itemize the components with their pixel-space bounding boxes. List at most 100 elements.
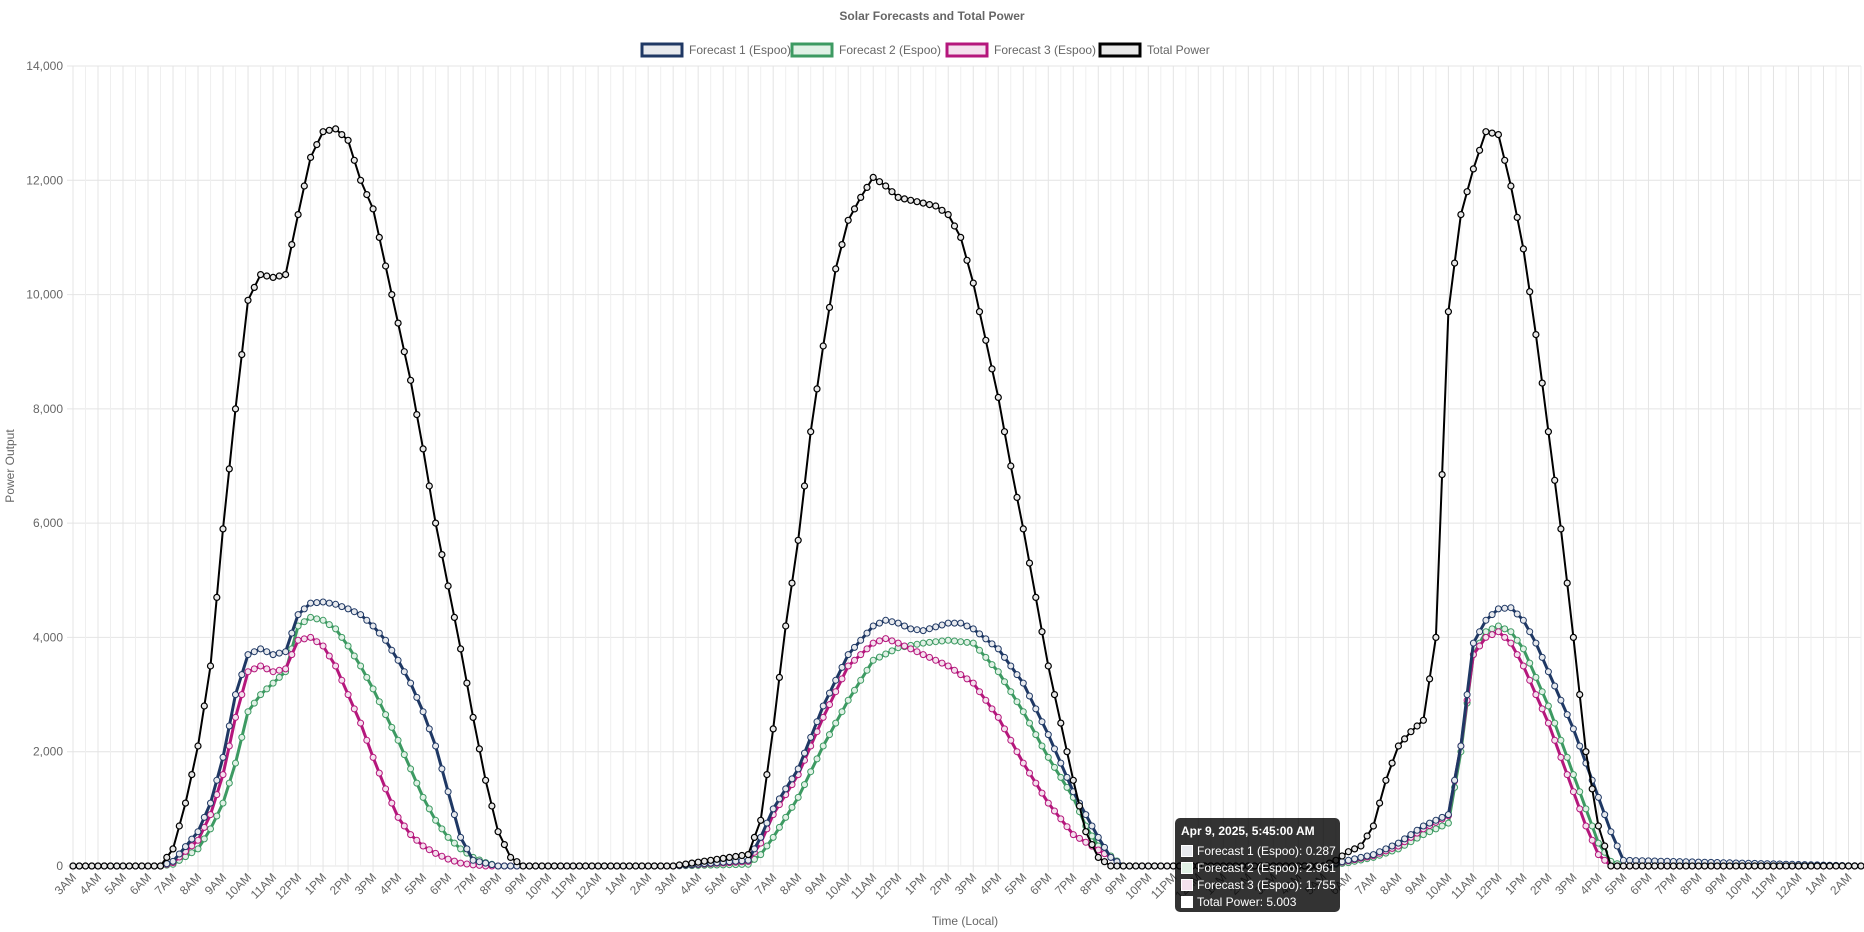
- data-point[interactable]: [1107, 862, 1115, 870]
- data-point[interactable]: [894, 193, 902, 201]
- data-point[interactable]: [982, 336, 990, 344]
- data-point[interactable]: [1044, 753, 1052, 761]
- data-point[interactable]: [1601, 842, 1609, 850]
- data-point[interactable]: [1488, 129, 1496, 137]
- data-point[interactable]: [1444, 308, 1453, 316]
- data-point[interactable]: [182, 843, 189, 851]
- data-point[interactable]: [1807, 862, 1815, 870]
- data-point[interactable]: [357, 662, 365, 670]
- data-point[interactable]: [1007, 662, 1015, 670]
- data-point[interactable]: [1419, 831, 1427, 839]
- data-point[interactable]: [350, 652, 358, 660]
- data-point[interactable]: [1738, 862, 1746, 870]
- data-point[interactable]: [363, 616, 371, 624]
- data-point[interactable]: [482, 859, 490, 867]
- data-point[interactable]: [1094, 833, 1102, 841]
- data-point[interactable]: [388, 646, 396, 654]
- data-point[interactable]: [1388, 842, 1396, 850]
- data-point[interactable]: [413, 693, 421, 701]
- data-point[interactable]: [738, 851, 746, 860]
- data-point[interactable]: [1432, 825, 1440, 833]
- data-point[interactable]: [888, 188, 896, 196]
- data-point[interactable]: [344, 691, 352, 699]
- data-point[interactable]: [707, 856, 715, 864]
- data-point[interactable]: [1569, 788, 1577, 796]
- data-point[interactable]: [851, 686, 858, 694]
- data-point[interactable]: [1069, 776, 1077, 784]
- data-point[interactable]: [457, 859, 465, 867]
- data-point[interactable]: [94, 862, 102, 870]
- data-point[interactable]: [1744, 862, 1753, 870]
- data-point[interactable]: [932, 202, 940, 210]
- data-point[interactable]: [1532, 639, 1540, 647]
- data-point[interactable]: [1494, 628, 1502, 636]
- data-point[interactable]: [88, 862, 96, 870]
- data-point[interactable]: [1394, 742, 1403, 750]
- data-point[interactable]: [1463, 188, 1471, 196]
- data-point[interactable]: [238, 691, 246, 699]
- data-point[interactable]: [938, 206, 946, 214]
- data-point[interactable]: [1613, 862, 1621, 870]
- data-point[interactable]: [1457, 742, 1465, 750]
- data-point[interactable]: [244, 296, 252, 304]
- data-point[interactable]: [876, 619, 883, 627]
- data-point[interactable]: [200, 702, 208, 710]
- data-point[interactable]: [801, 749, 808, 757]
- data-point[interactable]: [1763, 862, 1771, 870]
- data-point[interactable]: [238, 671, 246, 679]
- data-point[interactable]: [450, 857, 458, 865]
- data-point[interactable]: [675, 861, 684, 869]
- data-point[interactable]: [1594, 851, 1602, 859]
- data-point[interactable]: [1407, 728, 1415, 736]
- data-point[interactable]: [175, 850, 183, 858]
- data-point[interactable]: [938, 621, 946, 629]
- data-point[interactable]: [1001, 653, 1008, 661]
- data-point[interactable]: [1338, 858, 1346, 866]
- data-point[interactable]: [413, 411, 421, 419]
- data-point[interactable]: [1057, 719, 1065, 727]
- data-point[interactable]: [607, 862, 615, 870]
- data-point[interactable]: [1063, 823, 1071, 831]
- data-point[interactable]: [1601, 811, 1609, 819]
- data-point[interactable]: [144, 862, 152, 870]
- data-point[interactable]: [119, 862, 127, 870]
- data-point[interactable]: [275, 666, 283, 674]
- data-point[interactable]: [1088, 822, 1096, 830]
- data-point[interactable]: [1851, 862, 1859, 870]
- data-point[interactable]: [263, 648, 271, 656]
- data-point[interactable]: [1569, 771, 1577, 779]
- data-point[interactable]: [1132, 862, 1140, 870]
- legend-item[interactable]: Forecast 1 (Espoo): [640, 42, 791, 58]
- data-point[interactable]: [257, 271, 265, 279]
- data-point[interactable]: [375, 769, 383, 777]
- data-point[interactable]: [938, 659, 946, 667]
- data-point[interactable]: [369, 205, 377, 213]
- data-point[interactable]: [75, 862, 83, 870]
- data-point[interactable]: [488, 802, 496, 810]
- data-point[interactable]: [969, 625, 977, 633]
- data-point[interactable]: [1057, 773, 1065, 781]
- data-point[interactable]: [457, 833, 465, 841]
- data-point[interactable]: [275, 673, 283, 681]
- data-point[interactable]: [594, 862, 602, 870]
- data-point[interactable]: [113, 862, 121, 870]
- data-point[interactable]: [882, 635, 890, 643]
- data-point[interactable]: [238, 733, 246, 741]
- data-point[interactable]: [1419, 716, 1428, 724]
- data-point[interactable]: [156, 862, 165, 870]
- data-point[interactable]: [919, 627, 927, 635]
- data-point[interactable]: [982, 635, 990, 643]
- data-point[interactable]: [944, 636, 952, 644]
- data-point[interactable]: [838, 708, 846, 716]
- data-point[interactable]: [1513, 636, 1521, 644]
- data-point[interactable]: [419, 793, 427, 801]
- data-point[interactable]: [382, 636, 390, 644]
- data-point[interactable]: [1026, 769, 1033, 777]
- data-point[interactable]: [200, 835, 208, 843]
- data-point[interactable]: [650, 862, 659, 870]
- data-point[interactable]: [207, 825, 214, 833]
- data-point[interactable]: [875, 178, 884, 186]
- data-point[interactable]: [994, 393, 1002, 401]
- data-point[interactable]: [919, 639, 927, 647]
- data-point[interactable]: [825, 303, 834, 311]
